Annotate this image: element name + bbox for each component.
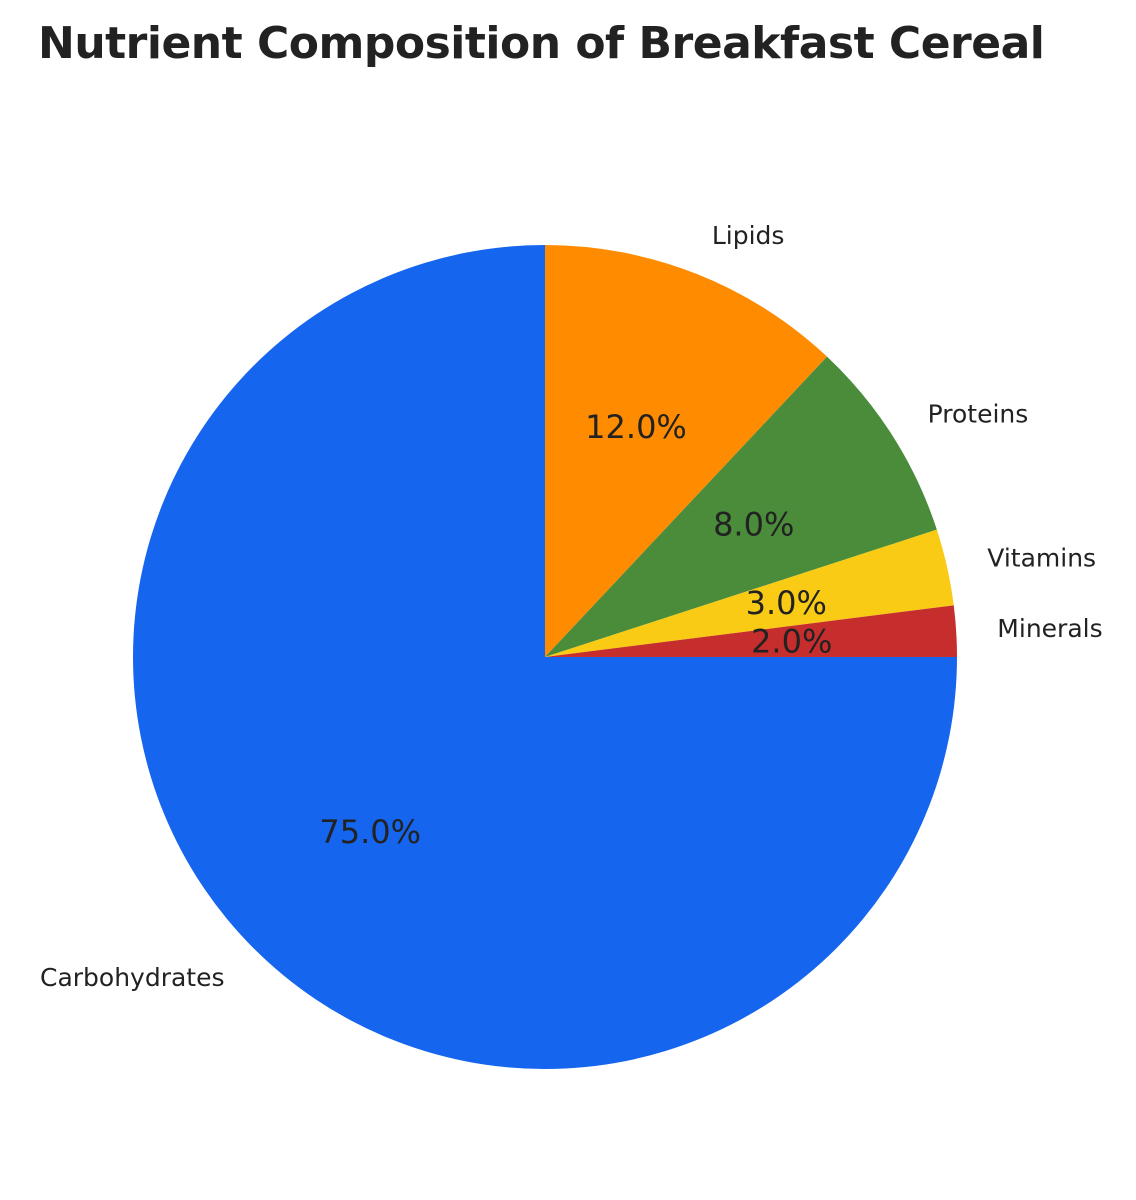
- pie-slice-vitamins: [545, 529, 954, 657]
- percent-label-minerals: 2.0%: [751, 622, 832, 660]
- percent-label-proteins: 8.0%: [713, 506, 794, 544]
- percent-label-lipids: 12.0%: [585, 408, 687, 446]
- slice-name-labels: Carbohydrates Lipids Proteins Vitamins Miner…: [40, 221, 1103, 992]
- pie-slices: [133, 245, 957, 1069]
- pie-slice-proteins: [545, 356, 937, 657]
- slice-label-lipids: Lipids: [712, 221, 785, 250]
- percent-label-vitamins: 3.0%: [746, 584, 827, 622]
- slice-label-minerals: Minerals: [997, 614, 1102, 643]
- percent-label-carbohydrates: 75.0%: [319, 813, 421, 851]
- pie-slice-minerals: [545, 605, 957, 657]
- chart-title: Nutrient Composition of Breakfast Cereal: [38, 18, 1045, 69]
- pie-slice-lipids: [545, 245, 828, 657]
- slice-label-proteins: Proteins: [928, 400, 1029, 429]
- slice-label-vitamins: Vitamins: [987, 544, 1096, 573]
- slice-percent-labels: 75.0% 12.0% 8.0% 3.0%2.0%: [319, 408, 832, 851]
- slice-label-carbohydrates: Carbohydrates: [40, 963, 225, 992]
